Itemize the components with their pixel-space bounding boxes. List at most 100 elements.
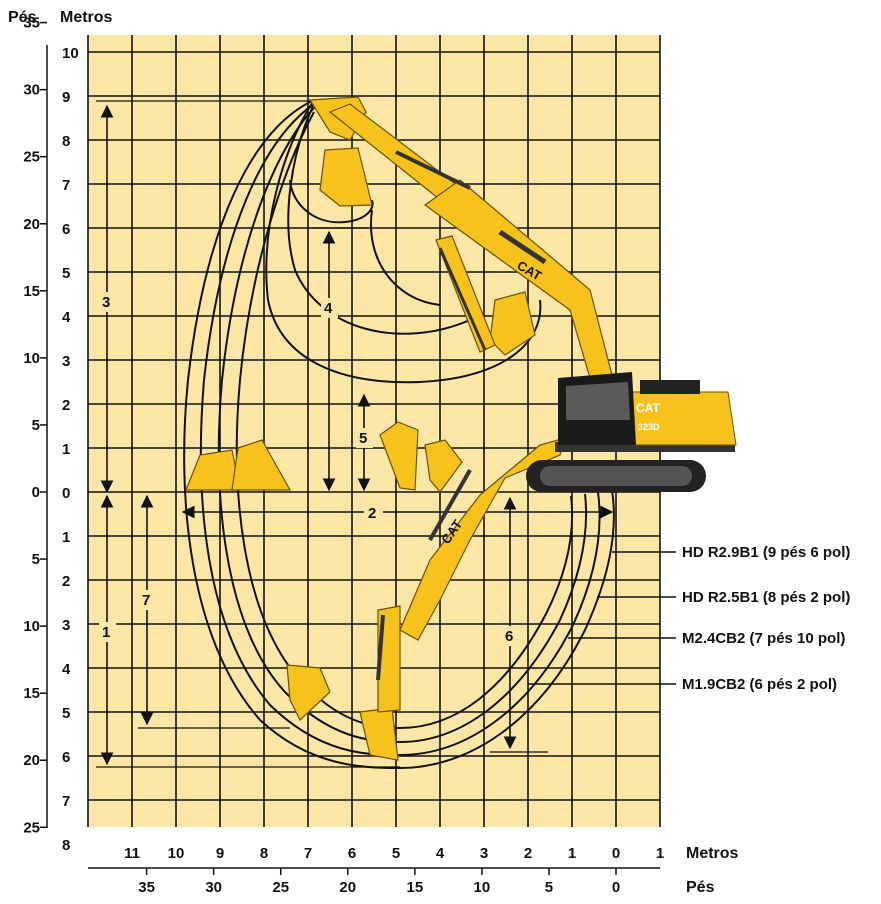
left-meter-tick: 3: [62, 353, 70, 370]
dim-label-5: 5: [359, 430, 367, 447]
left-meter-tick: 9: [62, 89, 70, 106]
left-feet-tick: 30: [23, 82, 40, 99]
bottom-meter-ticks: 11 10 9 8 7 6 5 4 3 2 1 0 1: [124, 845, 664, 862]
dim-label-2: 2: [368, 505, 376, 522]
bottom-meters-label: Metros: [686, 845, 739, 862]
envelope-inner-right: [370, 209, 441, 306]
lower-boom-group: [376, 437, 566, 713]
bucket-reach-2: [231, 439, 292, 491]
bottom-meter-tick: 6: [348, 845, 356, 862]
left-feet-ticks: 35 30 25 20 15 10 5 0 5 10 15 20 25: [23, 15, 47, 836]
bottom-meter-tick: 11: [124, 845, 140, 862]
legend-item-m19cb2: M1.9CB2 (6 pés 2 pol): [682, 676, 837, 693]
bottom-feet-tick: 10: [474, 879, 491, 896]
bottom-feet-tick: 5: [545, 879, 553, 896]
left-meter-tick: 8: [62, 133, 70, 150]
legend-leaders: [528, 551, 676, 685]
left-feet-tick: 10: [23, 618, 40, 635]
lower-cylinder: [376, 614, 385, 681]
upper-cylinder: [395, 150, 471, 190]
bucket-mid-1: [379, 421, 419, 491]
header-feet-label: Pés: [8, 9, 37, 26]
left-meter-tick: 2: [62, 397, 70, 414]
envelope-inner-upper: [265, 99, 542, 384]
left-meter-tick: 3: [62, 617, 70, 634]
dim-label-3: 3: [102, 294, 110, 311]
bottom-feet-ticks: 35 30 25 20 15 10 5 0: [138, 868, 620, 896]
left-feet-tick: 10: [23, 350, 40, 367]
bottom-feet-tick: 0: [612, 879, 620, 896]
bottom-meter-tick: 7: [304, 845, 312, 862]
legend-item-hd-r25b1: HD R2.5B1 (8 pés 2 pol): [682, 589, 850, 606]
left-feet-tick: 20: [23, 752, 40, 769]
left-meter-tick: 0: [62, 485, 70, 502]
bottom-feet-tick: 25: [272, 879, 289, 896]
engine-housing: [629, 391, 737, 446]
excavator-body: CAT 323D: [526, 372, 737, 492]
left-feet-tick: 5: [32, 551, 40, 568]
mid-stick-cylinder: [438, 247, 487, 351]
left-meter-tick: 6: [62, 221, 70, 238]
bottom-meter-tick: 5: [392, 845, 400, 862]
dim-label-4: 4: [324, 300, 333, 317]
envelope-inner-top: [289, 179, 374, 224]
left-feet-tick: 15: [23, 283, 40, 300]
reference-lines: [96, 100, 548, 768]
bucket-dump: [319, 147, 373, 207]
engine-grille: [640, 380, 700, 394]
boom-cylinder: [498, 229, 547, 265]
dim-label-6: 6: [505, 628, 513, 645]
track-inner: [540, 466, 692, 486]
lower-boom-cylinder: [428, 469, 472, 541]
bottom-feet-tick: 30: [205, 879, 222, 896]
left-meter-tick: 6: [62, 749, 70, 766]
envelope-inner-mid: [287, 103, 471, 335]
upper-boom-group: [328, 103, 613, 379]
body-brand: CAT: [636, 401, 660, 415]
left-feet-tick: 20: [23, 216, 40, 233]
left-feet-tick: 25: [23, 149, 40, 166]
bucket-reach-left: [185, 449, 241, 491]
left-feet-tick: 35: [23, 15, 40, 32]
dimension-labels: 3 1 7 4 5 6 2: [99, 292, 519, 646]
header-meters-label: Metros: [60, 9, 113, 26]
bottom-meter-tick: 1: [568, 845, 576, 862]
bottom-feet-tick: 20: [339, 879, 356, 896]
lower-boom: [399, 437, 566, 641]
bottom-meter-tick: 2: [524, 845, 532, 862]
legend-item-m24cb2: M2.4CB2 (7 pés 10 pol): [682, 630, 845, 647]
left-meter-tick: 5: [62, 265, 70, 282]
bottom-meter-tick: 10: [168, 845, 185, 862]
left-meter-tick: 7: [62, 177, 70, 194]
left-meter-tick: 1: [62, 441, 70, 458]
bucket-deep-left: [286, 664, 331, 721]
left-meter-tick: 2: [62, 573, 70, 590]
bottom-feet-tick: 15: [406, 879, 423, 896]
dim-label-1: 1: [102, 624, 110, 641]
left-meter-tick: 4: [62, 309, 71, 326]
bucket-mid-2: [424, 439, 463, 493]
model-label: 323D: [638, 422, 660, 432]
bottom-meter-tick: 9: [216, 845, 224, 862]
cab-window: [566, 382, 630, 420]
envelope-hd-r25b1: [199, 103, 601, 757]
bottom-meter-tick: 1: [656, 845, 664, 862]
left-feet-tick: 0: [32, 484, 40, 501]
mid-stick: [435, 235, 496, 353]
bottom-meter-tick: 3: [480, 845, 488, 862]
left-meter-tick: 1: [62, 529, 70, 546]
legend-item-hd-r29b1: HD R2.9B1 (9 pés 6 pol): [682, 544, 850, 561]
left-meter-tick: 7: [62, 793, 70, 810]
left-meter-tick: 4: [62, 661, 71, 678]
left-feet-tick: 25: [23, 819, 40, 836]
bottom-meter-tick: 0: [612, 845, 620, 862]
bottom-feet-tick: 35: [138, 879, 155, 896]
left-meter-tick: 10: [62, 45, 79, 62]
left-meter-tick: 5: [62, 705, 70, 722]
envelope-hd-r29b1: [183, 99, 615, 770]
bottom-meter-tick: 8: [260, 845, 268, 862]
left-feet-tick: 15: [23, 685, 40, 702]
